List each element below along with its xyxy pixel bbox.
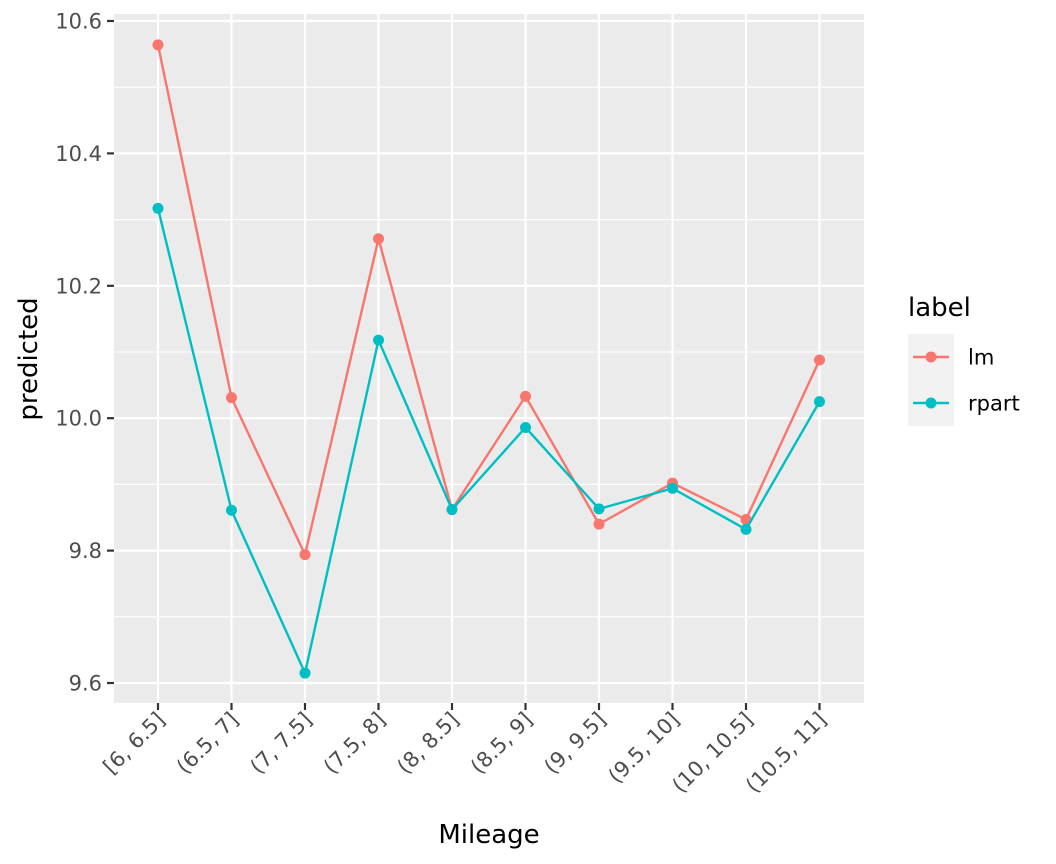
y-tick-label: 9.6 (69, 672, 102, 696)
x-tick-label: (9, 9.5] (539, 708, 610, 779)
x-tick-label: (7, 7.5] (245, 708, 316, 779)
y-tick-label: 9.8 (69, 539, 102, 563)
data-point-lm (520, 390, 531, 402)
legend-item-rpart: rpart (913, 392, 1020, 416)
data-point-rpart (740, 523, 752, 535)
series-line-rpart (156, 208, 821, 675)
series-layer (152, 39, 825, 679)
data-point-lm (814, 354, 825, 366)
data-point-rpart (593, 503, 605, 515)
data-point-rpart (299, 667, 311, 679)
x-tick-label: [6, 6.5] (98, 708, 169, 779)
data-point-rpart (373, 334, 384, 346)
legend-title: label (908, 293, 971, 323)
data-point-lm (152, 39, 164, 51)
y-tick-label: 10.6 (55, 10, 102, 34)
data-point-rpart (152, 202, 164, 214)
x-tick-label: (6.5, 7] (172, 708, 243, 779)
legend-key-point (925, 351, 937, 363)
data-point-lm (226, 392, 237, 404)
y-tick-label: 10.4 (55, 142, 102, 166)
y-axis: 9.6 9.8 10.0 10.2 10.4 10.6 (55, 10, 114, 696)
minor-gridlines (114, 86, 864, 618)
x-tick-label: (8.5, 9] (466, 708, 537, 779)
data-point-rpart (814, 396, 825, 408)
x-tick-label: (8, 8.5] (392, 708, 463, 779)
x-axis-title: Mileage (438, 820, 539, 850)
legend-key-point (925, 397, 937, 409)
major-gridlines (114, 14, 864, 703)
data-point-lm (593, 518, 605, 530)
x-axis: [6, 6.5] (6.5, 7] (7, 7.5] (7.5, 8] (8, 8.5]… (98, 703, 831, 798)
legend-label: lm (968, 346, 994, 370)
legend-key-background (908, 334, 954, 426)
y-axis-title: predicted (14, 297, 44, 420)
data-point-lm (299, 549, 311, 561)
data-point-lm (373, 233, 384, 245)
data-point-rpart (226, 504, 237, 516)
series-rpart (152, 202, 825, 679)
legend-item-lm: lm (913, 346, 994, 370)
x-tick-label: (10.5, 11] (741, 708, 831, 798)
y-tick-label: 10.2 (55, 274, 102, 298)
y-tick-label: 10.0 (55, 407, 102, 431)
data-point-rpart (520, 421, 531, 433)
series-line-lm (156, 44, 821, 556)
plot-panel (114, 14, 864, 703)
x-tick-label: (7.5, 8] (319, 708, 390, 779)
legend-label: rpart (968, 392, 1020, 416)
data-point-rpart (667, 482, 678, 494)
legend: label lm rpart (908, 293, 1020, 426)
data-point-rpart (446, 504, 458, 516)
